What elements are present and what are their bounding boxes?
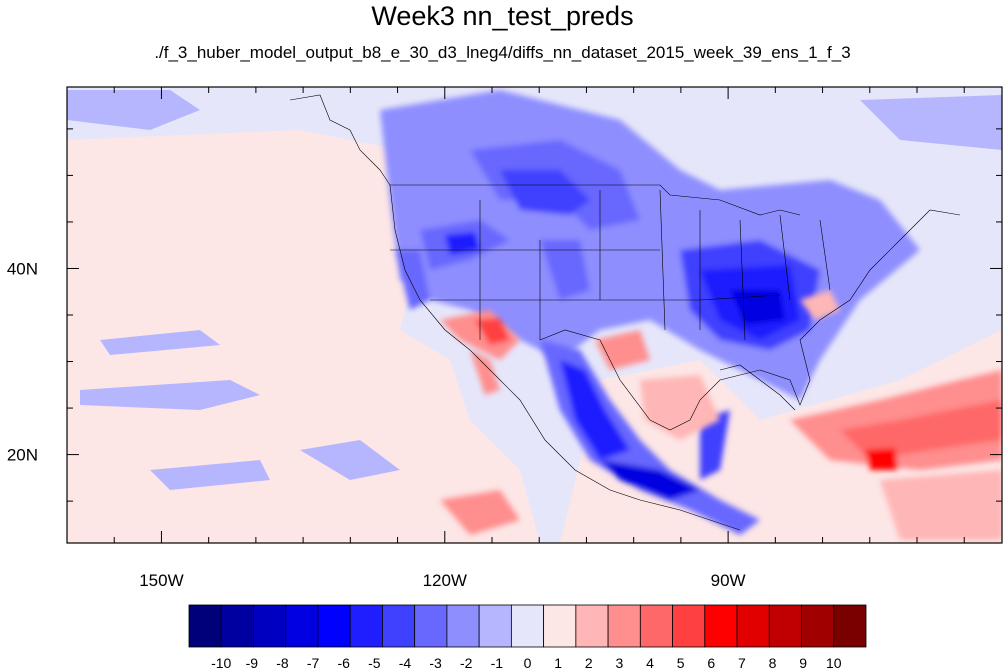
negative-patches-light [67,90,1002,490]
colorbar-labels: -10 -9 -8 -7 -6 -5 -4 -3 -2 -1 0 1 2 3 4 5 6 7 8 9 10 [211,655,842,671]
colorbar-tick-label: -10 [211,655,231,671]
colorbar-swatch [768,604,802,648]
colorbar-tick-label: 8 [769,655,777,671]
colorbar-swatch [253,604,287,648]
lon-label: 120W [423,571,467,590]
colorbar-swatch [478,604,512,648]
colorbar-tick-label: 9 [799,655,807,671]
colorbar-tick-label: -9 [246,655,259,671]
colorbar-swatch [704,604,738,648]
lon-label: 150W [139,571,183,590]
lon-label: 90W [711,571,746,590]
colorbar-tick-label: 7 [738,655,746,671]
colorbar-tick-label: 10 [826,655,842,671]
colorbar-tick-label: 0 [524,655,532,671]
colorbar-swatch [317,604,351,648]
colorbar-swatch [285,604,319,648]
colorbar-tick-label: 1 [554,655,562,671]
colorbar [188,604,867,648]
colorbar-tick-label: -7 [307,655,320,671]
colorbar-swatch [639,604,673,648]
colorbar-tick-label: -8 [276,655,289,671]
colorbar-swatch [510,604,545,648]
lat-label: 40N [7,259,38,278]
colorbar-swatch [801,604,835,648]
colorbar-tick-label: -3 [429,655,442,671]
anomaly-field [67,87,1002,543]
colorbar-swatch [672,604,706,648]
colorbar-swatch [575,604,609,648]
colorbar-swatch [543,604,577,648]
colorbar-swatch [188,604,222,648]
colorbar-swatch [607,604,641,648]
colorbar-swatch [414,604,448,648]
colorbar-swatch [833,604,867,648]
colorbar-tick-label: 6 [707,655,715,671]
colorbar-tick-label: -2 [460,655,473,671]
colorbar-swatch [446,604,480,648]
colorbar-tick-label: 2 [585,655,593,671]
colorbar-tick-label: -4 [399,655,412,671]
axis-tick-labels: 150W 120W 90W 40N 20N [7,259,746,590]
colorbar-tick-label: 4 [646,655,654,671]
colorbar-swatch [220,604,254,648]
map-title: Week3 nn_test_preds [371,1,634,31]
colorbar-tick-label: -1 [491,655,504,671]
colorbar-swatch [349,604,383,648]
colorbar-swatch [736,604,770,648]
mexico-blue-band [540,340,760,535]
colorbar-tick-label: 5 [677,655,685,671]
positive-patches [440,290,1002,540]
lat-label: 20N [7,446,38,465]
colorbar-tick-label: 3 [615,655,623,671]
colorbar-swatch [382,604,416,648]
map-subtitle: ./f_3_huber_model_output_b8_e_30_d3_lneg… [154,43,851,62]
coastlines [289,94,961,531]
axis-ticks [67,87,1002,543]
colorbar-tick-label: -6 [338,655,351,671]
colorbar-tick-label: -5 [368,655,381,671]
